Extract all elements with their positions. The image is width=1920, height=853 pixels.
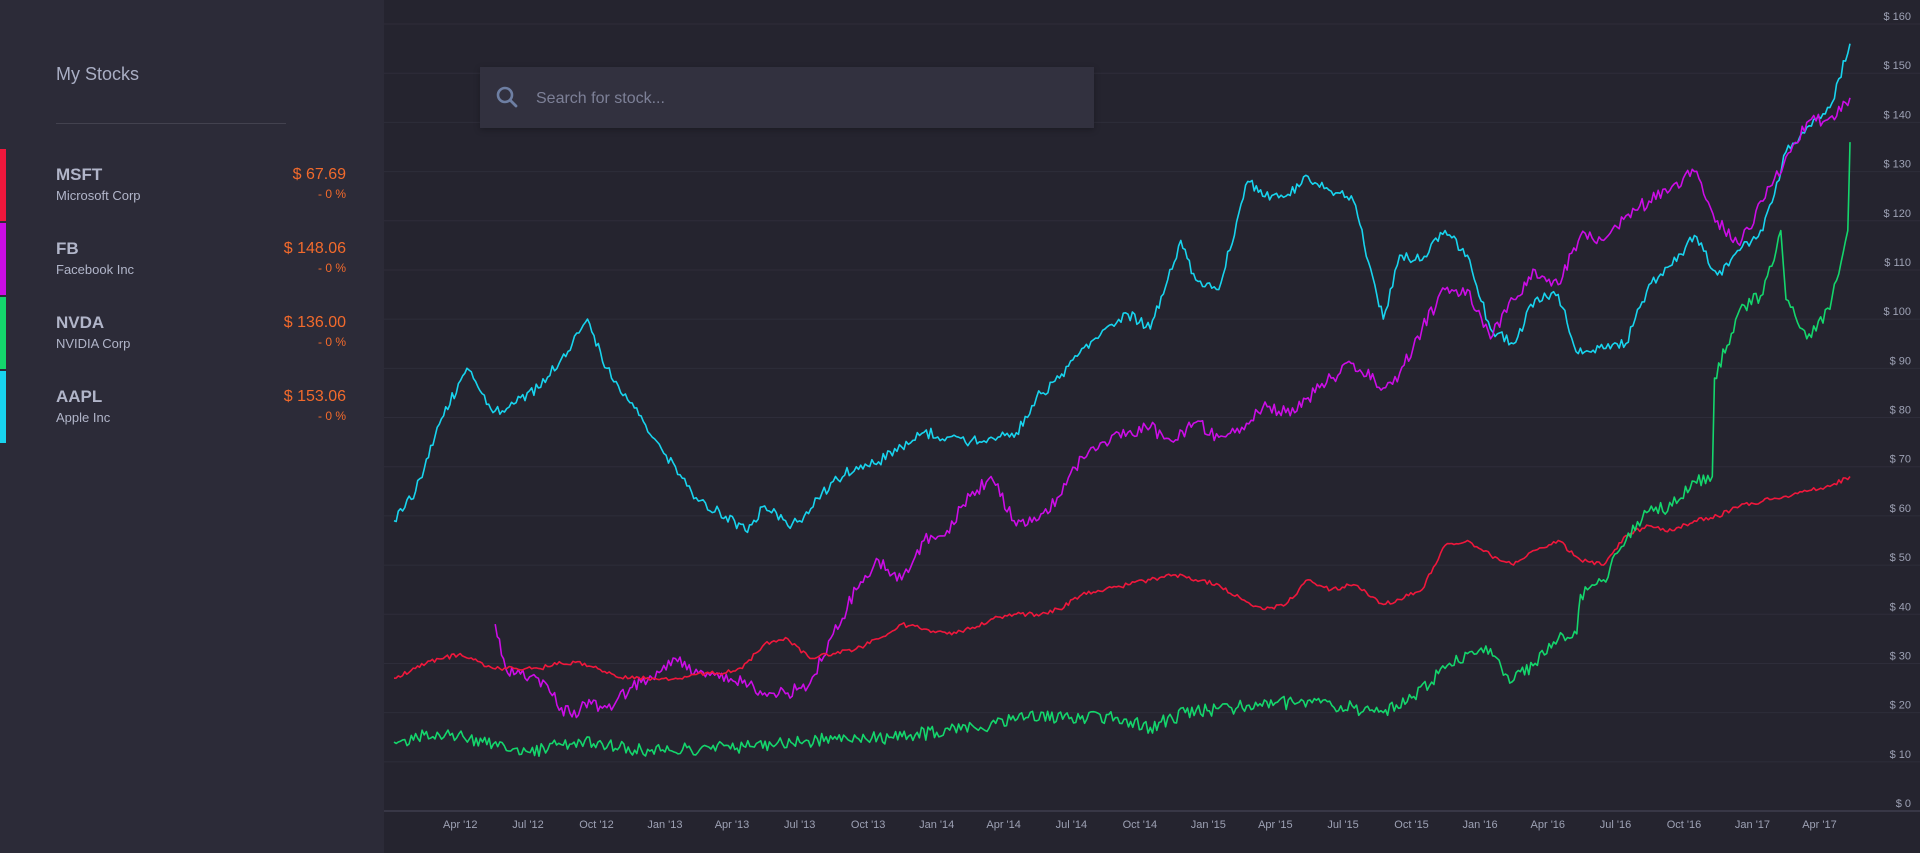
search-box[interactable] [480, 67, 1094, 130]
sidebar-divider [56, 123, 286, 124]
sidebar: My Stocks MSFT Microsoft Corp $ 67.69 - … [0, 0, 384, 853]
x-tick-label: Apr '15 [1258, 819, 1293, 831]
stock-name: NVIDIA Corp [56, 336, 131, 351]
series-line-aapl [393, 43, 1851, 534]
x-tick-label: Jan '13 [647, 819, 682, 831]
stock-chart[interactable]: $ 0 $ 10 $ 20 $ 30 $ 40 $ 50 $ 60 $ 70 $ 80 $ 90 $… [384, 0, 1920, 853]
search-input[interactable] [534, 67, 1078, 130]
y-tick-label: $ 90 [1890, 355, 1911, 367]
stock-item-msft[interactable]: MSFT Microsoft Corp $ 67.69 - 0 % [0, 149, 384, 221]
y-tick-label: $ 160 [1883, 11, 1911, 23]
search-icon[interactable] [494, 84, 520, 110]
stock-name: Facebook Inc [56, 262, 135, 277]
stock-price: $ 136.00 [283, 314, 346, 331]
x-tick-label: Jan '14 [919, 819, 954, 831]
stock-symbol: NVDA [56, 313, 105, 332]
stock-color-bar [0, 223, 6, 295]
x-axis-labels: Apr '12 Jul '12 Oct '12 Jan '13 Apr '13 Jul '… [443, 819, 1837, 831]
y-tick-label: $ 20 [1890, 700, 1911, 712]
x-tick-label: Apr '16 [1531, 819, 1566, 831]
x-tick-label: Jan '15 [1191, 819, 1226, 831]
stock-color-bar [0, 371, 6, 443]
y-tick-label: $ 80 [1890, 405, 1911, 417]
stock-price: $ 148.06 [283, 240, 346, 257]
y-tick-label: $ 100 [1883, 306, 1911, 318]
stock-symbol: MSFT [56, 165, 103, 184]
x-tick-label: Jul '13 [784, 819, 815, 831]
y-tick-label: $ 60 [1890, 503, 1911, 515]
x-tick-label: Jul '16 [1600, 819, 1631, 831]
stock-symbol: FB [56, 239, 79, 258]
x-tick-label: Apr '12 [443, 819, 478, 831]
stock-change: - 0 % [317, 335, 346, 349]
stock-item-aapl[interactable]: AAPL Apple Inc $ 153.06 - 0 % [0, 371, 384, 443]
chart-grid [384, 23, 1920, 812]
x-tick-label: Jul '12 [512, 819, 543, 831]
series-line-nvda [393, 142, 1851, 757]
series-line-msft [393, 476, 1851, 682]
stock-symbol: AAPL [56, 387, 103, 406]
y-tick-label: $ 130 [1883, 159, 1911, 171]
y-tick-label: $ 120 [1883, 208, 1911, 220]
stock-name: Apple Inc [56, 410, 111, 425]
x-tick-label: Oct '16 [1667, 819, 1702, 831]
stock-color-bar [0, 149, 6, 221]
stock-price: $ 67.69 [292, 166, 346, 183]
stock-price: $ 153.06 [283, 388, 346, 405]
y-tick-label: $ 0 [1896, 798, 1911, 810]
x-tick-label: Oct '12 [579, 819, 614, 831]
y-tick-label: $ 70 [1890, 454, 1911, 466]
stock-change: - 0 % [317, 187, 346, 201]
x-tick-label: Apr '14 [986, 819, 1021, 831]
x-tick-label: Jan '17 [1735, 819, 1770, 831]
stock-color-bar [0, 297, 6, 369]
x-tick-label: Oct '14 [1123, 819, 1158, 831]
series-line-fb [494, 97, 1851, 719]
x-tick-label: Apr '17 [1802, 819, 1837, 831]
y-tick-label: $ 110 [1884, 257, 1911, 269]
y-tick-label: $ 30 [1890, 650, 1911, 662]
y-axis-labels: $ 0 $ 10 $ 20 $ 30 $ 40 $ 50 $ 60 $ 70 $ 80 $ 90 $… [1883, 11, 1911, 810]
y-tick-label: $ 40 [1890, 601, 1911, 613]
y-tick-label: $ 10 [1890, 749, 1911, 761]
x-tick-label: Jul '15 [1327, 819, 1358, 831]
y-tick-label: $ 150 [1883, 60, 1911, 72]
stock-change: - 0 % [317, 261, 346, 275]
stock-name: Microsoft Corp [56, 188, 141, 203]
x-tick-label: Jan '16 [1462, 819, 1497, 831]
x-tick-label: Apr '13 [715, 819, 750, 831]
y-tick-label: $ 140 [1883, 109, 1911, 121]
x-tick-label: Oct '15 [1394, 819, 1429, 831]
y-tick-label: $ 50 [1890, 552, 1911, 564]
stock-item-fb[interactable]: FB Facebook Inc $ 148.06 - 0 % [0, 223, 384, 295]
chart-series [393, 43, 1851, 757]
x-tick-label: Jul '14 [1056, 819, 1087, 831]
stock-item-nvda[interactable]: NVDA NVIDIA Corp $ 136.00 - 0 % [0, 297, 384, 369]
stock-change: - 0 % [317, 409, 346, 423]
x-tick-label: Oct '13 [851, 819, 886, 831]
sidebar-title: My Stocks [56, 64, 140, 84]
